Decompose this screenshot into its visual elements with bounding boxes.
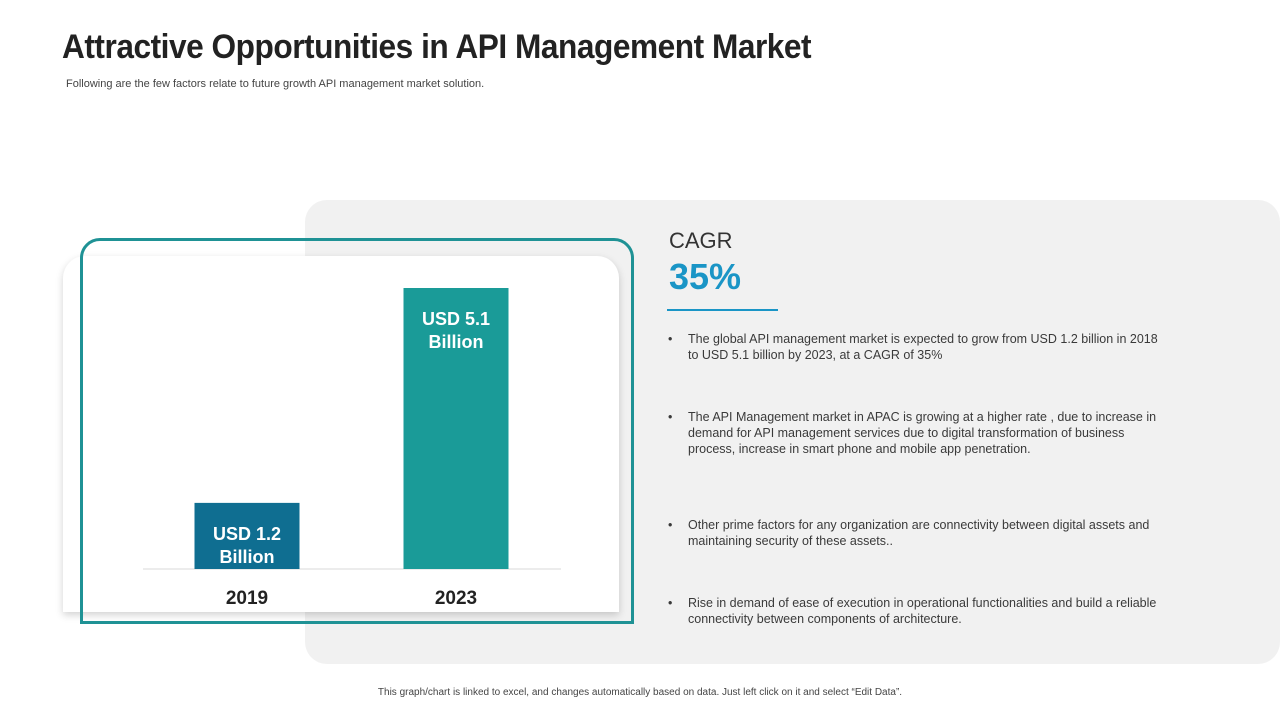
cagr-underline <box>667 309 778 311</box>
cagr-value: 35% <box>669 256 742 297</box>
page-title: Attractive Opportunities in API Manageme… <box>62 28 812 66</box>
bullet-item: • Other prime factors for any organizati… <box>668 517 1158 549</box>
chart-frame <box>80 238 634 624</box>
bullet-item: • The API Management market in APAC is g… <box>668 409 1158 457</box>
cagr-label: CAGR <box>669 228 733 253</box>
data-label-2019: USD 1.2 <box>213 524 281 544</box>
bullet-text: The global API management market is expe… <box>688 332 1158 362</box>
bar-2019[interactable] <box>194 502 300 569</box>
data-label-2019: Billion <box>220 547 275 567</box>
footer-note: This graph/chart is linked to excel, and… <box>377 687 903 698</box>
page-subtitle: Following are the few factors relate to … <box>66 78 485 90</box>
bullet-dot: • <box>668 518 673 532</box>
bullet-item: • The global API management market is ex… <box>668 331 1158 363</box>
data-label-2023: Billion <box>429 332 484 352</box>
bullet-item: • Rise in demand of ease of execution in… <box>668 595 1158 627</box>
bar-2023[interactable] <box>403 288 509 569</box>
bullet-text: The API Management market in APAC is gro… <box>688 410 1157 456</box>
x-tick-label: 2023 <box>435 588 477 609</box>
bullet-text: Rise in demand of ease of execution in o… <box>688 596 1157 626</box>
bullet-dot: • <box>668 410 673 424</box>
bullet-dot: • <box>668 596 673 610</box>
bullet-text: Other prime factors for any organization… <box>688 518 1150 548</box>
x-tick-label: 2019 <box>226 588 268 609</box>
bullet-dot: • <box>668 332 673 346</box>
chart-card <box>63 256 619 612</box>
data-label-2023: USD 5.1 <box>422 309 490 329</box>
